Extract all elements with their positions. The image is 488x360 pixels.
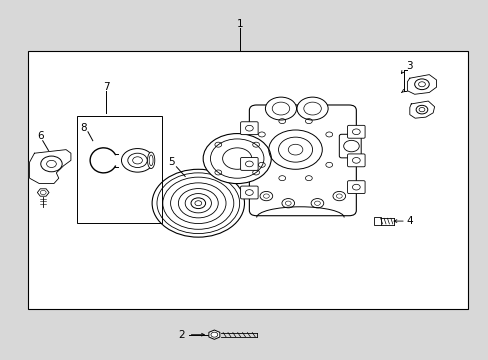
Text: 5: 5 [168,157,175,167]
Bar [77,116,162,223]
Text: 3: 3 [406,61,412,71]
Circle shape [282,199,294,208]
Circle shape [310,199,323,208]
Ellipse shape [147,152,155,168]
FancyBboxPatch shape [249,105,356,216]
Circle shape [265,97,296,120]
Circle shape [332,192,345,201]
FancyBboxPatch shape [347,181,365,194]
Text: 4: 4 [406,216,412,226]
FancyBboxPatch shape [347,125,365,138]
Bar [28,51,467,309]
Polygon shape [30,150,71,184]
Text: 6: 6 [37,131,43,141]
Circle shape [296,97,327,120]
Circle shape [203,134,271,184]
Circle shape [260,192,272,201]
Text: 8: 8 [81,123,87,133]
Polygon shape [409,101,434,118]
Ellipse shape [149,155,153,166]
Text: 1: 1 [236,18,243,28]
Bar [373,217,380,225]
FancyBboxPatch shape [240,186,258,199]
Text: 2: 2 [178,330,184,340]
FancyBboxPatch shape [240,157,258,170]
FancyBboxPatch shape [240,122,258,135]
FancyBboxPatch shape [339,134,361,158]
Polygon shape [407,75,436,94]
FancyBboxPatch shape [347,154,365,167]
Text: 7: 7 [102,82,109,92]
